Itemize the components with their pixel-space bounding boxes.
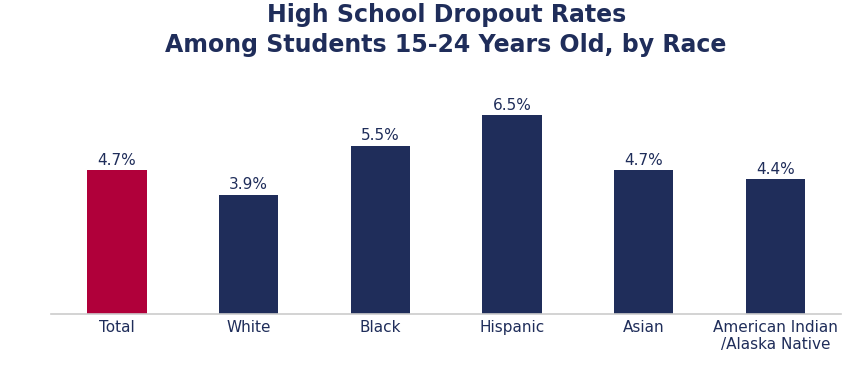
Bar	[746, 179, 805, 314]
Bar	[351, 146, 410, 314]
Text: 5.5%: 5.5%	[361, 128, 400, 143]
Text: 4.7%: 4.7%	[98, 153, 136, 168]
Text: 4.7%: 4.7%	[625, 153, 663, 168]
Title: High School Dropout Rates
Among Students 15-24 Years Old, by Race: High School Dropout Rates Among Students…	[166, 3, 727, 57]
Bar	[482, 115, 541, 314]
Bar	[614, 170, 674, 314]
Bar	[88, 170, 147, 314]
Text: 6.5%: 6.5%	[492, 98, 531, 113]
Text: 3.9%: 3.9%	[229, 177, 269, 192]
Bar	[219, 195, 278, 314]
Text: 4.4%: 4.4%	[756, 162, 795, 177]
